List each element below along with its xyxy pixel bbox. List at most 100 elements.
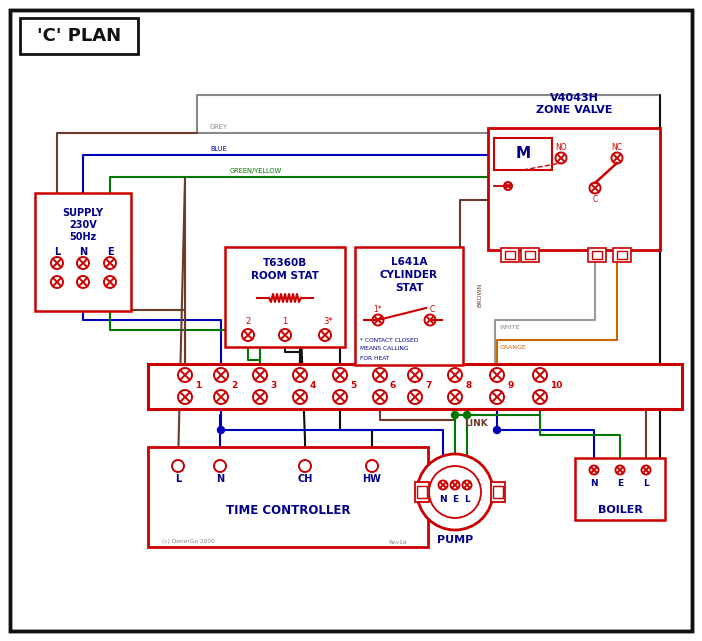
Bar [525, 251, 535, 259]
Text: GREEN/YELLOW: GREEN/YELLOW [230, 168, 282, 174]
Text: C: C [430, 306, 435, 315]
Circle shape [448, 368, 462, 382]
Text: LINK: LINK [464, 419, 488, 428]
Text: BOILER: BOILER [597, 505, 642, 515]
Text: 1: 1 [282, 317, 288, 326]
Text: E: E [452, 494, 458, 503]
Bar [501, 248, 519, 262]
Circle shape [611, 153, 623, 163]
Circle shape [77, 257, 89, 269]
Circle shape [51, 257, 63, 269]
Text: L641A: L641A [391, 257, 428, 267]
Text: 50Hz: 50Hz [69, 232, 97, 242]
Text: 9: 9 [507, 381, 513, 390]
Circle shape [451, 412, 458, 419]
Circle shape [408, 368, 422, 382]
Circle shape [214, 460, 226, 472]
Text: MEANS CALLING: MEANS CALLING [360, 347, 409, 351]
Bar [588, 248, 606, 262]
Text: 'C' PLAN: 'C' PLAN [37, 27, 121, 45]
Text: M: M [515, 147, 531, 162]
Circle shape [242, 329, 254, 341]
Text: 10: 10 [550, 381, 562, 390]
Bar [415, 482, 429, 502]
Circle shape [439, 481, 447, 490]
Circle shape [77, 276, 89, 288]
Circle shape [463, 481, 472, 490]
FancyBboxPatch shape [20, 18, 138, 54]
Circle shape [373, 390, 387, 404]
Circle shape [172, 460, 184, 472]
Text: Rev1d: Rev1d [388, 540, 406, 544]
Circle shape [448, 390, 462, 404]
FancyBboxPatch shape [148, 364, 682, 409]
Circle shape [490, 368, 504, 382]
Text: L: L [464, 494, 470, 503]
Text: 2: 2 [231, 381, 237, 390]
Circle shape [425, 315, 435, 326]
Circle shape [590, 183, 600, 194]
Text: N: N [216, 474, 224, 484]
Text: 7: 7 [425, 381, 431, 390]
Text: PUMP: PUMP [437, 535, 473, 545]
Circle shape [408, 390, 422, 404]
Circle shape [451, 481, 460, 490]
Text: GREY: GREY [210, 124, 228, 130]
Circle shape [555, 153, 567, 163]
Text: 8: 8 [465, 381, 471, 390]
Text: 1: 1 [195, 381, 201, 390]
Circle shape [293, 390, 307, 404]
Text: E: E [617, 478, 623, 488]
Text: FOR HEAT: FOR HEAT [360, 356, 389, 360]
Text: T6360B: T6360B [263, 258, 307, 268]
Text: NC: NC [611, 144, 623, 153]
Text: ZONE VALVE: ZONE VALVE [536, 105, 612, 115]
Text: 3: 3 [270, 381, 277, 390]
FancyBboxPatch shape [575, 458, 665, 520]
FancyBboxPatch shape [35, 193, 131, 311]
Circle shape [463, 412, 470, 419]
Text: V4043H: V4043H [550, 93, 598, 103]
Text: 5: 5 [350, 381, 356, 390]
Text: * CONTACT CLOSED: * CONTACT CLOSED [360, 338, 418, 342]
Bar [493, 486, 503, 498]
FancyBboxPatch shape [494, 138, 552, 170]
Text: BROWN: BROWN [477, 283, 482, 307]
Circle shape [178, 390, 192, 404]
Circle shape [333, 368, 347, 382]
Text: N: N [590, 478, 598, 488]
Text: BLUE: BLUE [210, 146, 227, 152]
Bar [491, 482, 505, 502]
Circle shape [366, 460, 378, 472]
Circle shape [253, 368, 267, 382]
Circle shape [616, 465, 625, 474]
FancyBboxPatch shape [10, 10, 692, 631]
Text: L: L [54, 247, 60, 257]
Circle shape [253, 390, 267, 404]
Bar [592, 251, 602, 259]
FancyBboxPatch shape [488, 128, 660, 250]
Text: N: N [79, 247, 87, 257]
Text: N: N [439, 494, 446, 503]
Bar [417, 486, 427, 498]
Circle shape [373, 368, 387, 382]
Circle shape [319, 329, 331, 341]
Text: E: E [107, 247, 113, 257]
Text: CYLINDER: CYLINDER [380, 270, 438, 280]
Text: ROOM STAT: ROOM STAT [251, 271, 319, 281]
Circle shape [214, 390, 228, 404]
Text: NO: NO [555, 144, 567, 153]
Text: TIME CONTROLLER: TIME CONTROLLER [226, 503, 350, 517]
Circle shape [429, 466, 481, 518]
Circle shape [373, 315, 383, 326]
Text: 3*: 3* [323, 317, 333, 326]
Text: 230V: 230V [69, 220, 97, 230]
Bar [617, 251, 627, 259]
Text: 6: 6 [390, 381, 396, 390]
Circle shape [104, 276, 116, 288]
Text: WHITE: WHITE [500, 325, 520, 330]
Circle shape [293, 368, 307, 382]
FancyBboxPatch shape [225, 247, 345, 347]
Circle shape [218, 426, 225, 433]
Text: (c) DenerGo 2000: (c) DenerGo 2000 [162, 540, 215, 544]
